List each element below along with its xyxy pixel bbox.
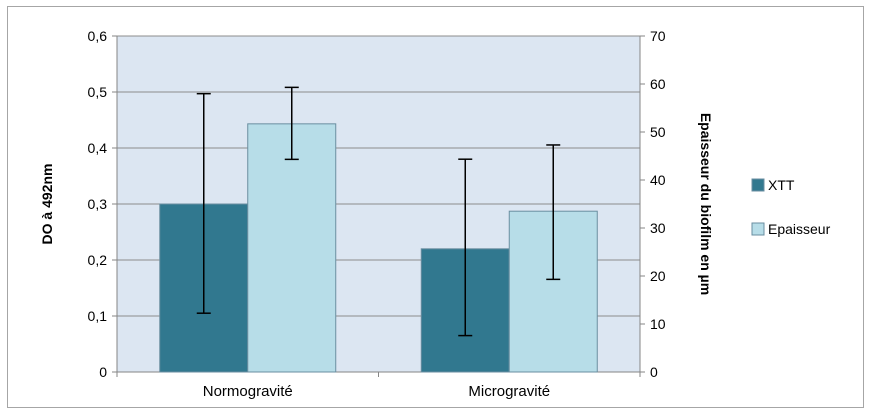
- y-axis-title-right: Epaisseur du biofilm en µm: [698, 113, 714, 295]
- x-category-label: Microgravité: [468, 383, 550, 400]
- y-tick-label-right: 70: [650, 28, 666, 44]
- y-tick-label-right: 10: [650, 316, 666, 332]
- y-tick-label-left: 0,6: [88, 28, 108, 44]
- legend-label-epaisseur: Epaisseur: [768, 221, 831, 237]
- y-axis-title-left: DO à 492nm: [39, 164, 55, 245]
- y-tick-label-left: 0: [99, 364, 107, 380]
- y-tick-label-right: 20: [650, 268, 666, 284]
- y-tick-label-right: 0: [650, 364, 658, 380]
- y-tick-label-right: 40: [650, 172, 666, 188]
- y-tick-label-right: 50: [650, 124, 666, 140]
- y-tick-label-right: 60: [650, 76, 666, 92]
- legend-swatch-epaisseur: [751, 222, 765, 236]
- x-category-label: Normogravité: [203, 383, 293, 400]
- y-tick-label-left: 0,2: [88, 252, 108, 268]
- legend-label-xtt: XTT: [768, 177, 795, 193]
- bar-epaisseur-0: [247, 123, 337, 373]
- y-tick-label-right: 30: [650, 220, 666, 236]
- y-tick-label-left: 0,4: [88, 140, 108, 156]
- y-tick-label-left: 0,1: [88, 308, 108, 324]
- y-tick-label-left: 0,3: [88, 196, 108, 212]
- y-tick-label-left: 0,5: [88, 84, 108, 100]
- legend-swatch-xtt: [751, 178, 765, 192]
